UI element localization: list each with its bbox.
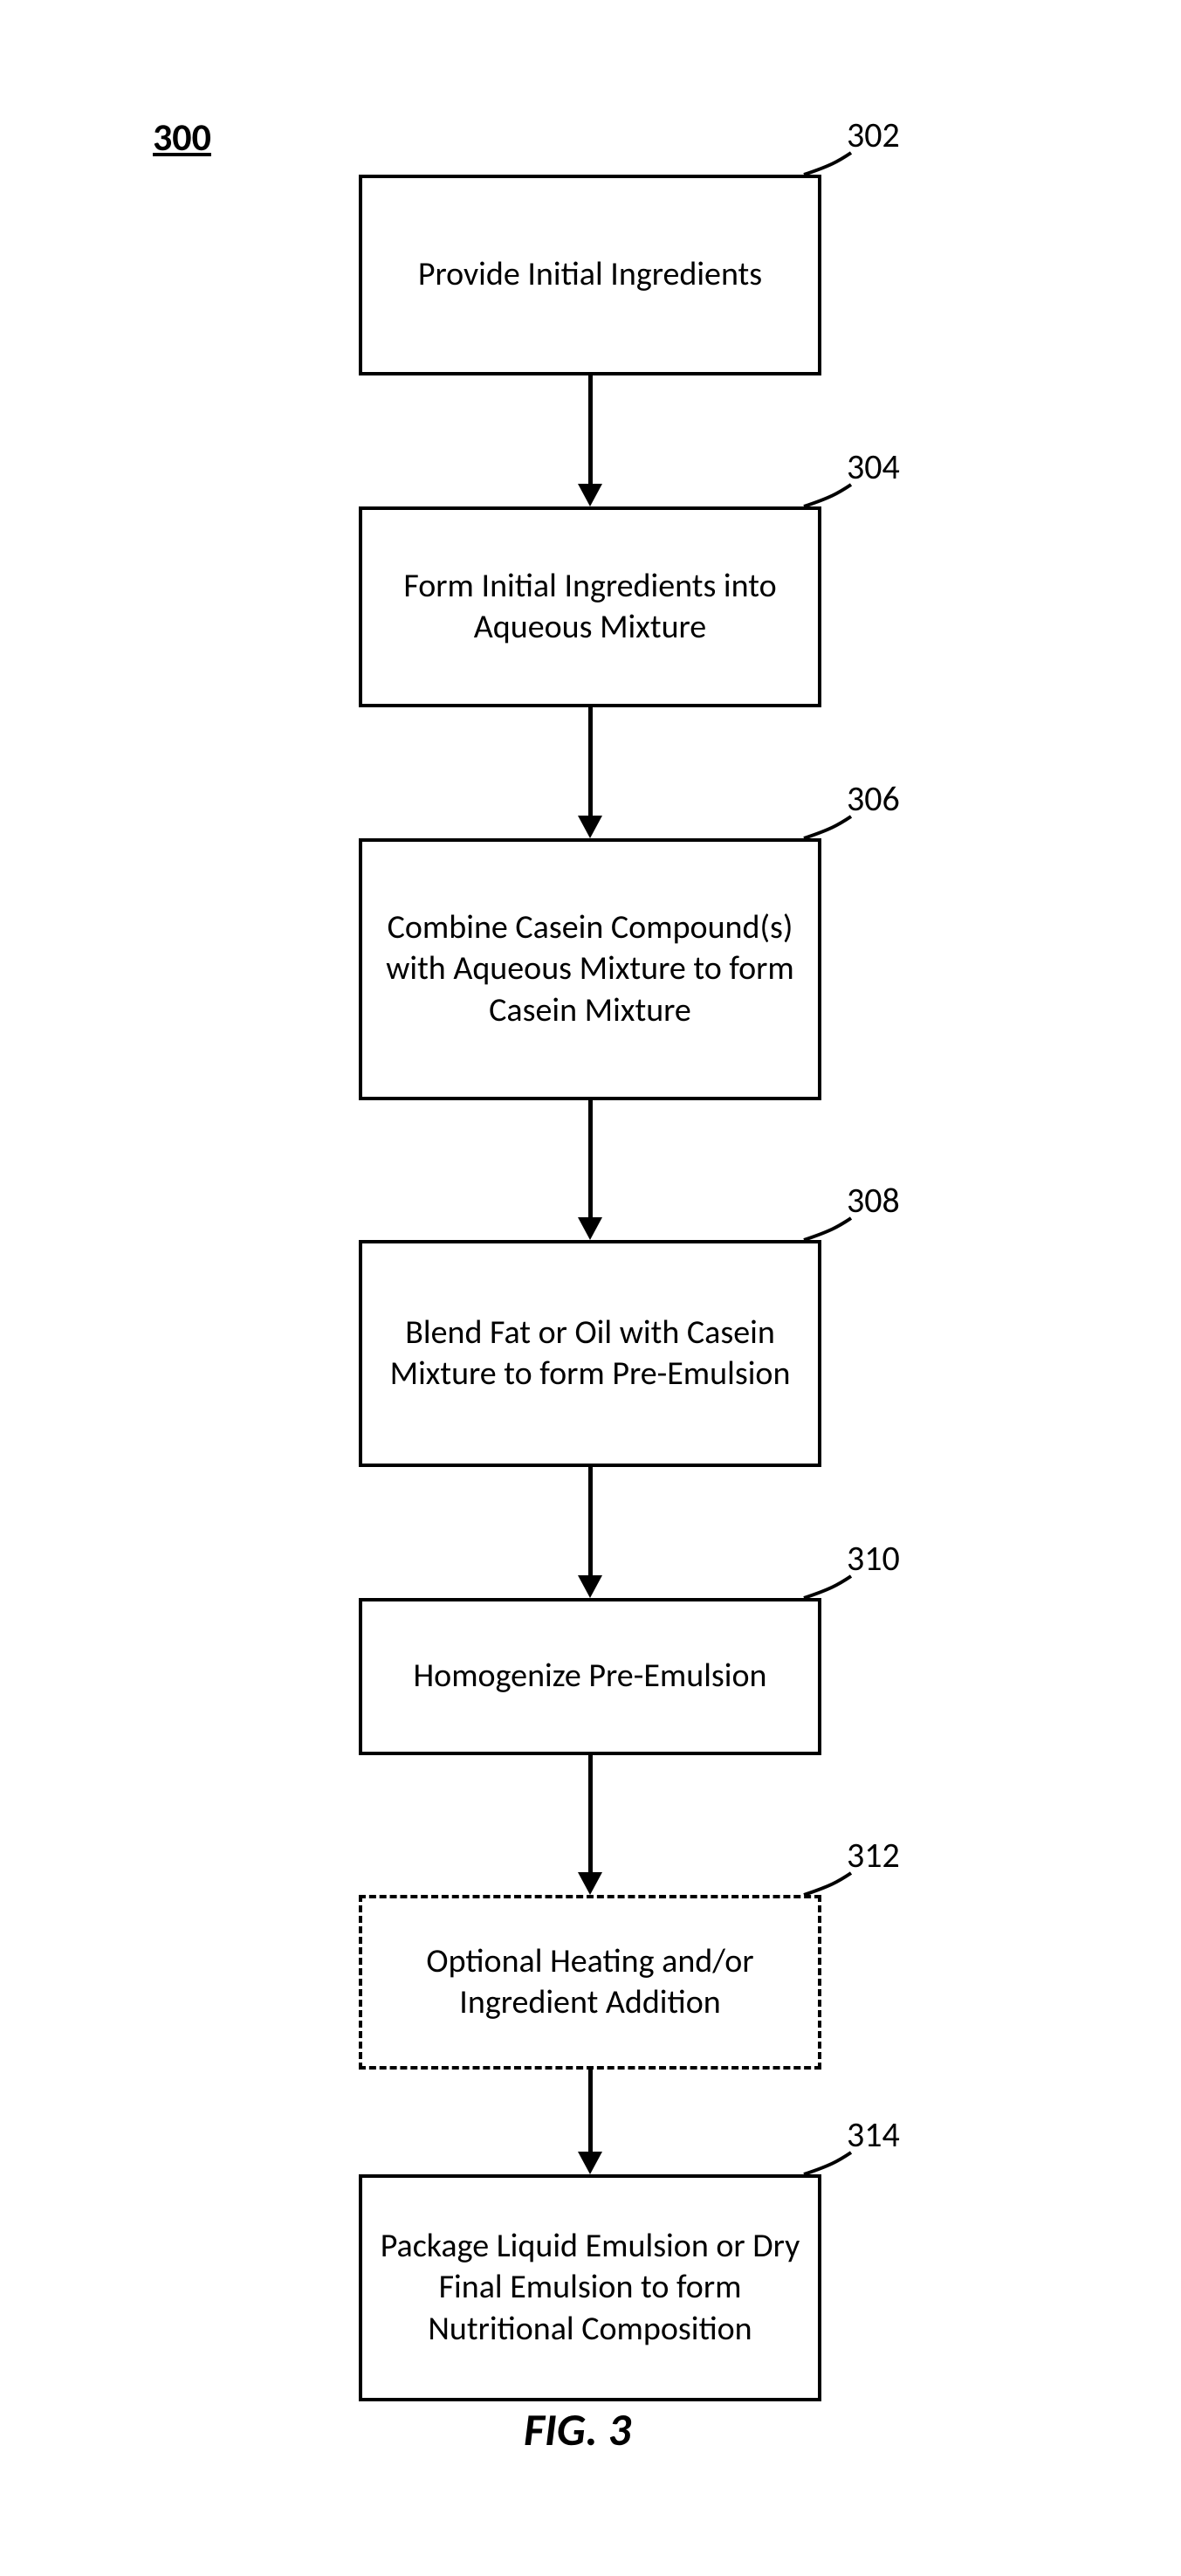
- arrow-line: [588, 707, 593, 816]
- callout-curve-310: [795, 1567, 877, 1624]
- arrow-head-icon: [578, 1872, 602, 1895]
- arrow-head-icon: [578, 1217, 602, 1240]
- arrow-head-icon: [578, 2152, 602, 2174]
- arrow-head-icon: [578, 1575, 602, 1598]
- flowchart-node-304: Form Initial Ingredients into Aqueous Mi…: [359, 506, 821, 707]
- callout-curve-312: [795, 1864, 877, 1921]
- node-text: Homogenize Pre-Emulsion: [413, 1656, 766, 1698]
- flowchart-node-314: Package Liquid Emulsion or Dry Final Emu…: [359, 2174, 821, 2401]
- arrow-line: [588, 1100, 593, 1217]
- node-text: Provide Initial Ingredients: [418, 254, 762, 296]
- node-text: Form Initial Ingredients into Aqueous Mi…: [380, 566, 800, 649]
- arrow-head-icon: [578, 484, 602, 506]
- flowchart-node-308: Blend Fat or Oil with Casein Mixture to …: [359, 1240, 821, 1467]
- arrow-line: [588, 2070, 593, 2152]
- figure-caption: FIG. 3: [524, 2401, 631, 2457]
- node-text: Optional Heating and/or Ingredient Addit…: [380, 1941, 800, 2024]
- flowchart-node-310: Homogenize Pre-Emulsion: [359, 1598, 821, 1755]
- node-text: Package Liquid Emulsion or Dry Final Emu…: [380, 2226, 800, 2351]
- callout-curve-308: [795, 1209, 877, 1266]
- callout-curve-302: [795, 144, 877, 201]
- callout-curve-306: [795, 808, 877, 864]
- arrow-line: [588, 1755, 593, 1872]
- arrow-head-icon: [578, 816, 602, 838]
- flowchart-node-312: Optional Heating and/or Ingredient Addit…: [359, 1895, 821, 2070]
- figure-number: 300: [153, 114, 211, 161]
- callout-curve-304: [795, 476, 877, 533]
- arrow-line: [588, 1467, 593, 1575]
- node-text: Combine Casein Compound(s) with Aqueous …: [380, 907, 800, 1032]
- arrow-line: [588, 375, 593, 484]
- flowchart-node-306: Combine Casein Compound(s) with Aqueous …: [359, 838, 821, 1100]
- callout-curve-314: [795, 2144, 877, 2201]
- flowchart-node-302: Provide Initial Ingredients: [359, 175, 821, 375]
- node-text: Blend Fat or Oil with Casein Mixture to …: [380, 1312, 800, 1395]
